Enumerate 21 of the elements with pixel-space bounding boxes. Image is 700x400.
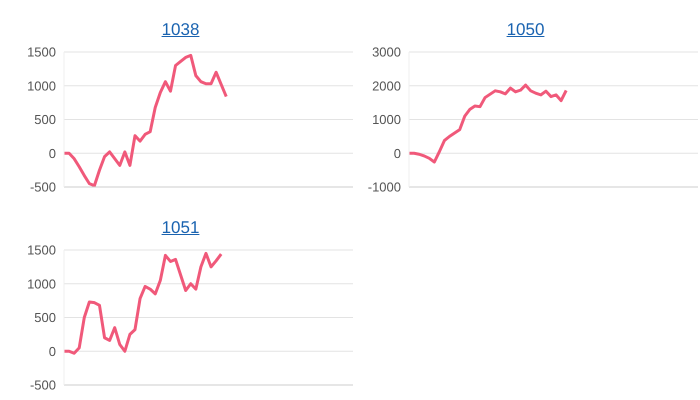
y-tick-label: 1500 bbox=[27, 44, 56, 60]
y-tick-label: -500 bbox=[30, 180, 56, 195]
y-tick-label: 3000 bbox=[372, 44, 401, 60]
y-tick-label: -500 bbox=[30, 378, 56, 393]
y-tick-label: -1000 bbox=[368, 180, 401, 195]
y-tick-label: 0 bbox=[48, 344, 56, 359]
chart-title: 1038 bbox=[160, 20, 200, 41]
y-tick-label: 2000 bbox=[372, 78, 401, 94]
y-tick-label: 1000 bbox=[372, 112, 401, 128]
y-tick-label: 1000 bbox=[27, 276, 56, 292]
chart-title: 1051 bbox=[160, 218, 200, 239]
y-tick-label: 1500 bbox=[27, 242, 56, 258]
y-tick-label: 500 bbox=[34, 112, 56, 128]
line-series bbox=[62, 54, 228, 187]
y-tick-label: 500 bbox=[34, 310, 56, 326]
line-series bbox=[408, 84, 568, 164]
line-series bbox=[62, 252, 223, 355]
y-tick-label: 0 bbox=[394, 146, 401, 161]
chart-title: 1050 bbox=[506, 20, 546, 41]
y-tick-label: 1000 bbox=[27, 78, 56, 94]
y-tick-label: 0 bbox=[48, 146, 56, 161]
